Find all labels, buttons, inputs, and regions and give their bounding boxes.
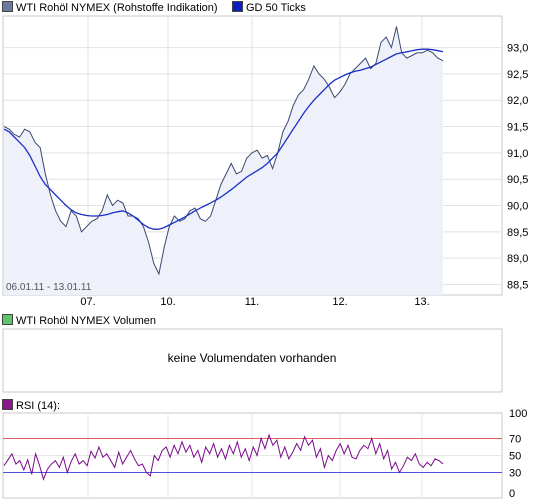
legend-ma-label: GD 50 Ticks (246, 2, 306, 14)
legend-rsi-label: RSI (14): (16, 400, 61, 412)
price-area-fill (4, 26, 443, 295)
legend-price: WTI Rohöl NYMEX (Rohstoffe Indikation) (2, 1, 218, 15)
legend-ma: GD 50 Ticks (232, 1, 306, 15)
volume-swatch (2, 314, 13, 325)
price-x-tick-label: 13. (414, 296, 429, 308)
legend-rsi: RSI (14): (2, 399, 60, 413)
price-y-tick-label: 92,5 (507, 69, 528, 81)
volume-message: keine Volumendaten vorhanden (168, 351, 337, 365)
price-y-tick-label: 91,5 (507, 122, 528, 134)
rsi-y-tick-label: 70 (509, 434, 521, 446)
rsi-series-line (3, 433, 444, 481)
price-y-tick-label: 88,5 (507, 279, 528, 291)
price-x-tick-label: 10. (160, 296, 175, 308)
legend-volume: WTI Rohöl NYMEX Volumen (2, 314, 156, 328)
rsi-y-tick-label: 30 (509, 468, 521, 480)
price-y-tick-label: 89,5 (507, 227, 528, 239)
price-x-tick-label: 11. (245, 296, 259, 308)
ma-series-line (3, 48, 444, 230)
date-range-label: 06.01.11 - 13.01.11 (6, 282, 92, 293)
price-x-tick-label: 12. (332, 296, 347, 308)
rsi-y-tick-label: 100 (509, 408, 527, 420)
price-y-tick-label: 92,0 (507, 95, 528, 107)
volume-panel (2, 328, 503, 393)
price-x-tick-label: 07. (80, 296, 95, 308)
price-y-tick-label: 89,0 (507, 253, 528, 265)
rsi-swatch (2, 399, 13, 410)
price-y-ticks: 88,5 89,0 89,5 90,0 90,5 91,0 91,5 92,0 92,5 93,0 (507, 43, 528, 292)
price-y-tick-label: 90,5 (507, 174, 528, 186)
rsi-y-tick-label: 0 (509, 488, 515, 500)
price-x-ticks: 07. 10. 11. 12. 13. (80, 296, 429, 308)
legend-volume-label: WTI Rohöl NYMEX Volumen (16, 315, 156, 327)
price-y-tick-label: 90,0 (507, 201, 528, 213)
rsi-y-tick-label: 50 (509, 451, 521, 463)
ma-swatch (232, 1, 243, 12)
price-swatch (2, 1, 13, 12)
price-y-tick-label: 91,0 (507, 148, 528, 160)
rsi-y-ticks: 0 30 50 70 100 (509, 408, 527, 500)
legend-price-label: WTI Rohöl NYMEX (Rohstoffe Indikation) (16, 2, 218, 14)
price-y-tick-label: 93,0 (507, 43, 528, 55)
